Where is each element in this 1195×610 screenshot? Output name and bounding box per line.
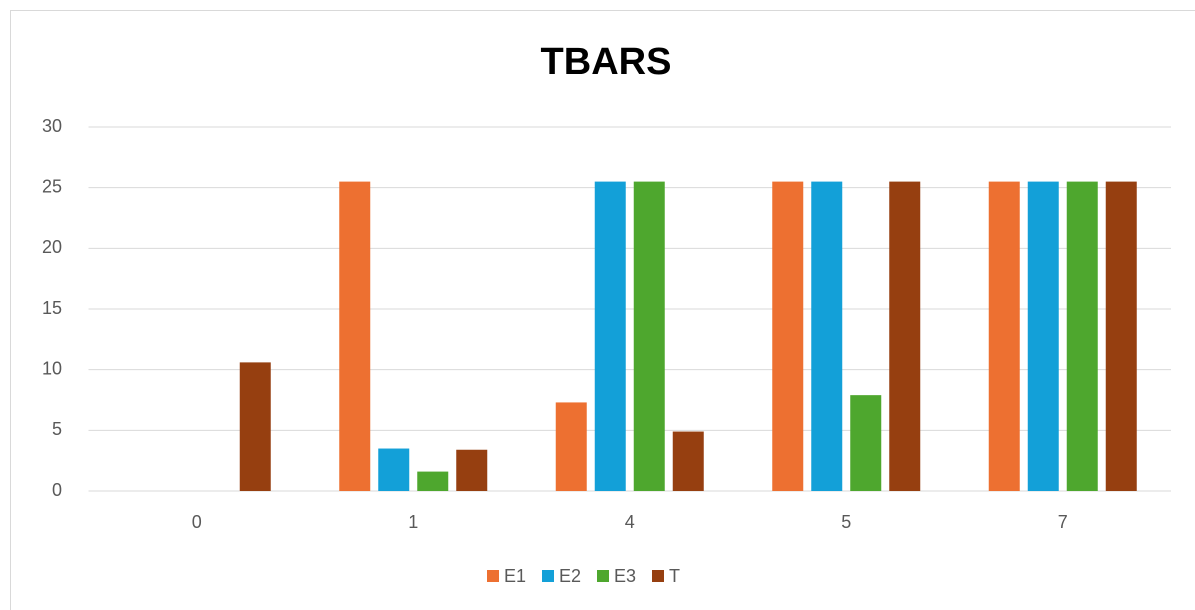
bar bbox=[633, 181, 665, 491]
y-tick-label: 25 bbox=[42, 176, 62, 196]
bar bbox=[988, 181, 1020, 491]
x-tick-label: 1 bbox=[408, 512, 418, 532]
bar bbox=[378, 448, 410, 491]
bar bbox=[417, 471, 449, 491]
bar bbox=[1105, 181, 1137, 491]
legend-swatch bbox=[597, 570, 609, 582]
legend-label: E3 bbox=[614, 566, 636, 586]
bar bbox=[1027, 181, 1059, 491]
bar bbox=[339, 181, 371, 491]
bar bbox=[672, 431, 704, 491]
bar bbox=[889, 181, 921, 491]
legend-label: E2 bbox=[559, 566, 581, 586]
bar bbox=[1066, 181, 1098, 491]
y-tick-label: 30 bbox=[42, 116, 62, 136]
y-tick-label: 10 bbox=[42, 358, 62, 378]
legend-swatch bbox=[487, 570, 499, 582]
bar bbox=[772, 181, 804, 491]
bar bbox=[811, 181, 843, 491]
chart-title: TBARS bbox=[541, 41, 672, 83]
x-tick-label: 7 bbox=[1058, 512, 1068, 532]
bar bbox=[239, 362, 271, 491]
y-tick-label: 0 bbox=[52, 480, 62, 500]
legend-label: T bbox=[669, 566, 680, 586]
y-tick-label: 15 bbox=[42, 298, 62, 318]
y-tick-label: 5 bbox=[52, 419, 62, 439]
bar bbox=[850, 395, 882, 491]
y-tick-label: 20 bbox=[42, 237, 62, 257]
bar bbox=[594, 181, 626, 491]
x-tick-label: 0 bbox=[192, 512, 202, 532]
x-tick-label: 5 bbox=[841, 512, 851, 532]
legend-swatch bbox=[652, 570, 664, 582]
x-tick-label: 4 bbox=[625, 512, 635, 532]
bar bbox=[456, 449, 488, 491]
legend-label: E1 bbox=[504, 566, 526, 586]
bar bbox=[555, 402, 587, 491]
legend-swatch bbox=[542, 570, 554, 582]
